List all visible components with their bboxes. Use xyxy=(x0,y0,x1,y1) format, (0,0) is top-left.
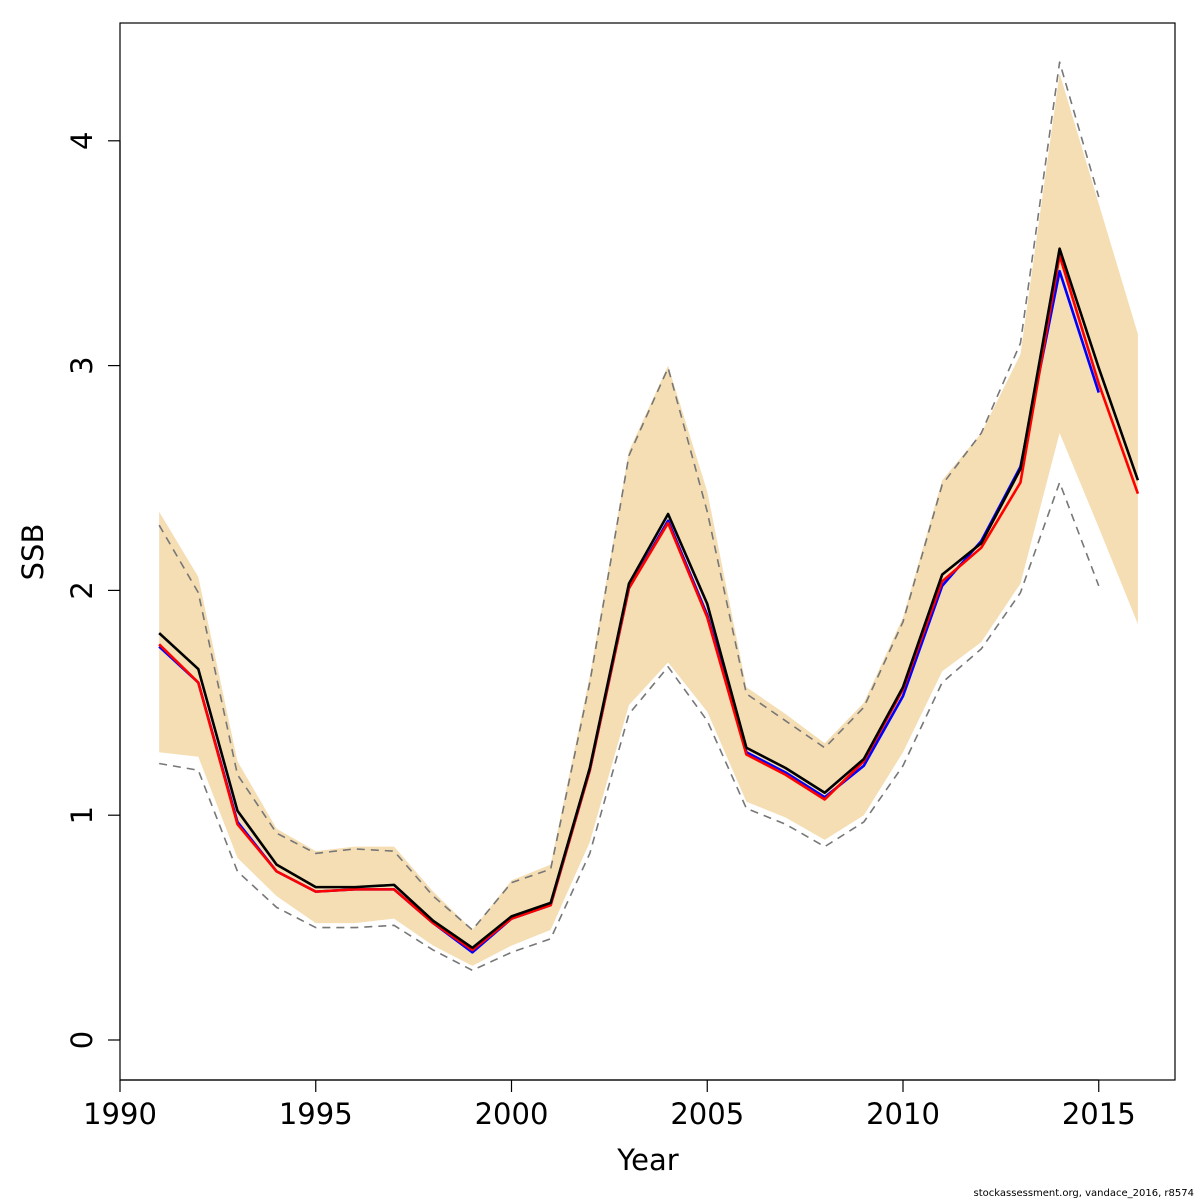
x-tick-label-2000: 2000 xyxy=(475,1097,549,1131)
series-line-2 xyxy=(159,481,1100,972)
y-tick-label-4: 4 xyxy=(65,132,99,150)
credit-text: stockassessment.org, vandace_2016, r8574 xyxy=(974,1188,1194,1199)
y-tick-label-3: 3 xyxy=(65,356,99,374)
confidence-band-layer xyxy=(159,73,1138,966)
x-tick-label-2015: 2015 xyxy=(1062,1097,1136,1131)
x-tick-label-2005: 2005 xyxy=(670,1097,744,1131)
y-tick-label-1: 1 xyxy=(65,806,99,824)
series-line-4 xyxy=(158,254,1140,952)
y-axis-title: SSB xyxy=(16,524,50,581)
series-layer xyxy=(158,61,1140,972)
x-axis: 1990 1995 2000 2005 2010 2015 xyxy=(83,1079,1136,1131)
x-axis-title: Year xyxy=(616,1143,678,1177)
x-tick-label-2010: 2010 xyxy=(866,1097,940,1131)
y-axis: 0 1 2 3 4 xyxy=(65,132,121,1049)
x-tick-label-1990: 1990 xyxy=(83,1097,157,1131)
y-tick-label-2: 2 xyxy=(65,581,99,599)
series-line-1 xyxy=(158,61,1100,931)
confidence-band xyxy=(159,73,1138,966)
x-tick-label-1995: 1995 xyxy=(279,1097,353,1131)
y-tick-label-0: 0 xyxy=(65,1031,99,1049)
series-line-5 xyxy=(158,247,1140,950)
